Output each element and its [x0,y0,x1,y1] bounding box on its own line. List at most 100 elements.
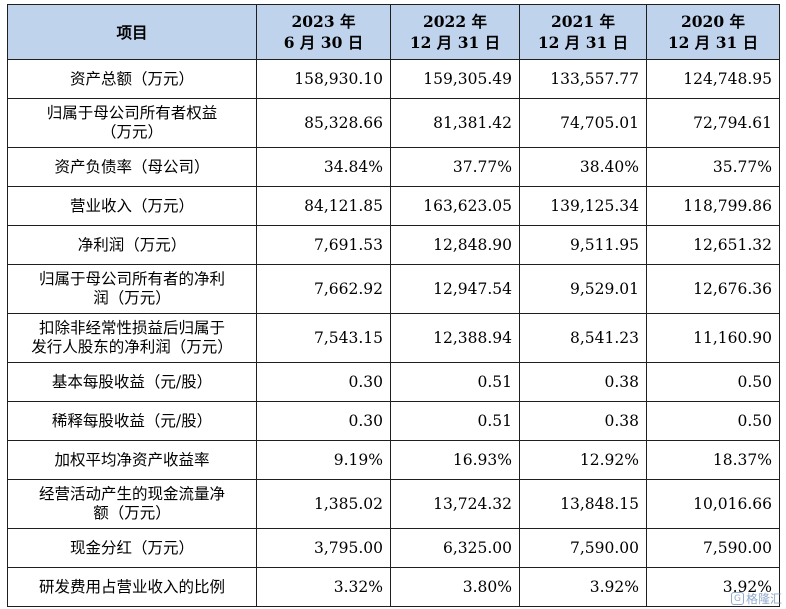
value-cell: 72,794.61 [646,98,780,148]
financial-summary-table: 项目 2023 年 6 月 30 日 2022 年 12 月 31 日 2021… [7,4,780,607]
value-cell: 11,160.90 [646,313,780,363]
table-row: 现金分红（万元） 3,795.00 6,325.00 7,590.00 7,590.00 [7,528,780,568]
row-label-line: 净利润（万元） [77,235,187,254]
row-label-line: 基本每股收益（元/股） [51,372,213,391]
row-label-line: 额（万元） [93,504,171,522]
period-year: 2022 年 [422,12,488,31]
row-label-line: 发行人股东的净利润（万元） [31,338,233,356]
value-cell: 0.30 [256,401,391,441]
table-row: 归属于母公司所有者权益 （万元） 85,328.66 81,381.42 74,705.… [7,98,780,148]
value-cell: 8,541.23 [519,313,647,363]
value-cell: 74,705.01 [519,98,647,148]
value-cell: 13,848.15 [519,479,647,529]
period-date: 6 月 30 日 [283,33,364,52]
row-label: 营业收入（万元） [7,186,257,226]
value-cell: 6,325.00 [390,528,520,568]
watermark-text: 格隆汇 [745,592,782,606]
header-period-2023h1: 2023 年 6 月 30 日 [256,4,391,60]
value-cell: 0.51 [390,401,520,441]
row-label: 净利润（万元） [7,225,257,265]
table-row: 归属于母公司所有者的净利 润（万元） 7,662.92 12,947.54 9,529.… [7,264,780,314]
value-cell: 158,930.10 [256,59,391,99]
value-cell: 0.38 [519,362,647,402]
table-row: 营业收入（万元） 84,121.85 163,623.05 139,125.34 118… [7,186,780,226]
value-cell: 159,305.49 [390,59,520,99]
value-cell: 9,511.95 [519,225,647,265]
row-label: 现金分红（万元） [7,528,257,568]
row-label-line: 归属于母公司所有者的净利 [38,270,225,288]
value-cell: 3.80% [390,567,520,607]
row-label-line: 研发费用占营业收入的比例 [38,577,225,596]
table-row: 基本每股收益（元/股） 0.30 0.51 0.38 0.50 [7,362,780,402]
row-label-line: 归属于母公司所有者权益 [46,104,218,122]
value-cell: 133,557.77 [519,59,647,99]
row-label: 资产负债率（母公司） [7,147,257,187]
row-label-line: （万元） [100,123,163,141]
table-row: 净利润（万元） 7,691.53 12,848.90 9,511.95 12,651.3… [7,225,780,265]
row-label-line: 资产负债率（母公司） [54,157,210,176]
period-date: 12 月 31 日 [667,33,759,52]
value-cell: 12,848.90 [390,225,520,265]
value-cell: 3.32% [256,567,391,607]
row-label-line: 稀释每股收益（元/股） [51,411,213,430]
row-label-line: 扣除非经常性损益后归属于 [38,319,225,337]
row-label: 加权平均净资产收益率 [7,440,257,480]
table-row: 经营活动产生的现金流量净 额（万元） 1,385.02 13,724.32 13,848… [7,479,780,529]
value-cell: 12,388.94 [390,313,520,363]
table-row: 稀释每股收益（元/股） 0.30 0.51 0.38 0.50 [7,401,780,441]
value-cell: 1,385.02 [256,479,391,529]
value-cell: 12,947.54 [390,264,520,314]
header-row: 项目 2023 年 6 月 30 日 2022 年 12 月 31 日 2021… [7,4,780,60]
period-year: 2020 年 [680,12,746,31]
row-label: 归属于母公司所有者权益 （万元） [7,98,257,148]
value-cell: 16.93% [390,440,520,480]
value-cell: 38.40% [519,147,647,187]
row-label: 归属于母公司所有者的净利 润（万元） [7,264,257,314]
row-label: 稀释每股收益（元/股） [7,401,257,441]
header-period-2022: 2022 年 12 月 31 日 [390,4,520,60]
value-cell: 84,121.85 [256,186,391,226]
value-cell: 0.50 [646,401,780,441]
value-cell: 9,529.01 [519,264,647,314]
table-body: 资产总额（万元） 158,930.10 159,305.49 133,557.77 12… [7,59,780,607]
row-label-line: 现金分红（万元） [69,538,194,557]
value-cell: 118,799.86 [646,186,780,226]
row-label-line: 营业收入（万元） [69,196,194,215]
value-cell: 7,590.00 [519,528,647,568]
value-cell: 18.37% [646,440,780,480]
value-cell: 3.92% [646,567,780,607]
row-label-line: 加权平均净资产收益率 [54,450,210,469]
value-cell: 0.51 [390,362,520,402]
value-cell: 37.77% [390,147,520,187]
value-cell: 124,748.95 [646,59,780,99]
value-cell: 10,016.66 [646,479,780,529]
header-period-2020: 2020 年 12 月 31 日 [646,4,780,60]
period-date: 12 月 31 日 [537,33,629,52]
value-cell: 9.19% [256,440,391,480]
row-label: 扣除非经常性损益后归属于 发行人股东的净利润（万元） [7,313,257,363]
table-header: 项目 2023 年 6 月 30 日 2022 年 12 月 31 日 2021… [7,4,780,60]
table-row: 资产总额（万元） 158,930.10 159,305.49 133,557.77 12… [7,59,780,99]
row-label-line: 经营活动产生的现金流量净 [38,485,225,503]
value-cell: 12,676.36 [646,264,780,314]
value-cell: 34.84% [256,147,391,187]
value-cell: 13,724.32 [390,479,520,529]
value-cell: 7,590.00 [646,528,780,568]
header-period-2021: 2021 年 12 月 31 日 [519,4,647,60]
row-label: 经营活动产生的现金流量净 额（万元） [7,479,257,529]
value-cell: 85,328.66 [256,98,391,148]
gelonghui-logo-icon: G [730,592,744,605]
period-date: 12 月 31 日 [409,33,501,52]
period-year: 2021 年 [550,12,616,31]
value-cell: 3,795.00 [256,528,391,568]
table-row: 资产负债率（母公司） 34.84% 37.77% 38.40% 35.77% [7,147,780,187]
watermark: G 格隆汇 [730,590,782,607]
value-cell: 12,651.32 [646,225,780,265]
header-item: 项目 [7,4,257,60]
table-row: 加权平均净资产收益率 9.19% 16.93% 12.92% 18.37% [7,440,780,480]
table-row: 扣除非经常性损益后归属于 发行人股东的净利润（万元） 7,543.15 12,388.… [7,313,780,363]
value-cell: 7,662.92 [256,264,391,314]
value-cell: 12.92% [519,440,647,480]
row-label: 资产总额（万元） [7,59,257,99]
row-label: 基本每股收益（元/股） [7,362,257,402]
